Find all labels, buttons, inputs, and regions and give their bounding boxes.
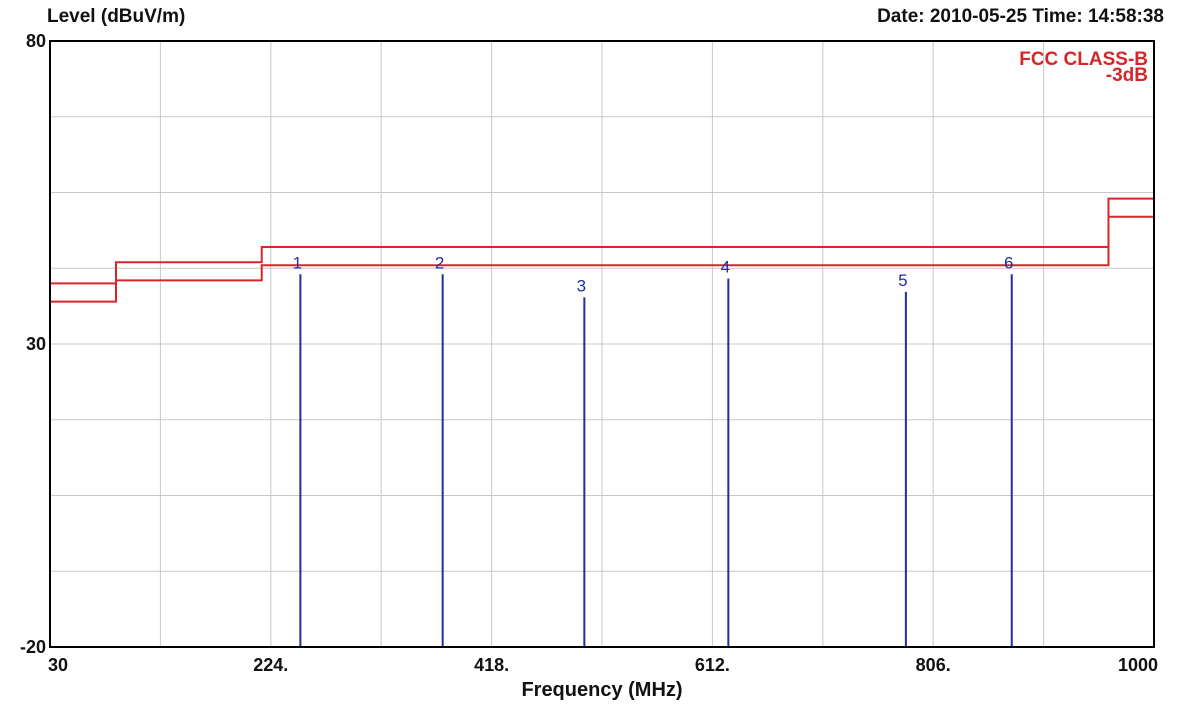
x-tick-label: 418. [474,655,509,675]
x-tick-label: 30 [48,655,68,675]
limit-legend: FCC CLASS-B -3dB [1019,49,1148,86]
marker-3-label: 3 [577,276,586,295]
date-time-readout: Date: 2010-05-25 Time: 14:58:38 [877,6,1164,27]
plot-frame [49,40,1155,648]
limit-lines [50,197,1154,303]
chart-grid [50,41,1154,647]
x-tick-label: 806. [916,655,951,675]
legend-limit-name: FCC CLASS-B [1019,49,1148,70]
y-tick-label: 80 [26,31,46,51]
y-axis-label: Level (dBuV/m) [47,6,186,27]
legend-limit-offset: -3dB [1105,65,1148,86]
x-axis-label: Frequency (MHz) [521,679,683,701]
marker-2-label: 2 [435,253,444,272]
marker-4-label: 4 [721,258,730,277]
x-tick-label: 612. [695,655,730,675]
y-tick-label: 30 [26,334,46,354]
emission-markers: 1 2 3 4 5 6 [293,253,1013,647]
x-tick-label: 1000 [1118,655,1158,675]
limit-line-margin [50,215,1154,303]
marker-5-label: 5 [898,271,907,290]
x-tick-label: 224. [253,655,288,675]
marker-1-label: 1 [293,253,302,272]
y-tick-label: -20 [20,637,46,657]
marker-6-label: 6 [1004,253,1013,272]
